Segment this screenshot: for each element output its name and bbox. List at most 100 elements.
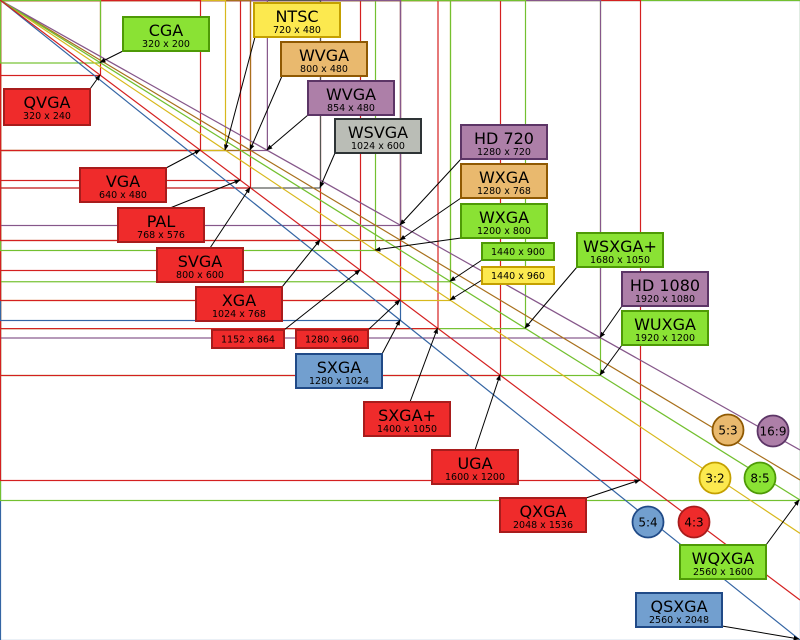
arrow [224,36,256,151]
badge-circle [631,505,665,539]
aspect-label: 16:9 [760,425,787,439]
label-box [363,401,451,437]
label-box [621,271,709,307]
resolution-name: WVGA [326,85,376,104]
arrow [599,344,623,376]
aspect-badge: 3:2 [698,461,732,495]
label-box [635,592,723,628]
aspect-diagonal [0,0,800,534]
label-arrows [89,36,800,640]
resolution-name: WUXGA [634,315,696,334]
arrow [165,149,201,169]
resolution-size: 320 x 200 [142,39,190,50]
arrow [367,299,401,331]
resolution-size: 640 x 480 [99,190,147,201]
label-box [679,544,767,580]
resolution-size: 1440 x 960 [491,271,545,282]
resolution-size: 1600 x 1200 [445,472,505,483]
arrow [283,269,361,331]
resolution-size: 1280 x 768 [477,186,531,197]
aspect-badge: 4:3 [677,505,711,539]
label-box [122,16,210,52]
resolution-label: WSXGA+1680 x 1050 [576,232,664,268]
label-box [295,353,383,389]
resolution-size: 1280 x 720 [477,147,531,158]
arrow [89,74,101,90]
resolution-name: VGA [106,172,140,191]
arrow [266,114,309,151]
resolution-size: 720 x 480 [273,25,321,36]
resolution-rect [0,0,102,64]
arrow [409,327,438,403]
badge-circle [711,413,745,447]
aspect-label: 4:3 [684,516,703,530]
resolution-size: 854 x 480 [327,103,375,114]
resolution-size: 1024 x 768 [212,309,266,320]
arrow [474,374,501,451]
resolution-size: 1920 x 1200 [635,333,695,344]
resolution-name: UGA [457,454,492,473]
resolution-name: QVGA [24,93,71,112]
label-box [295,329,369,349]
badge-circle [756,414,790,448]
resolution-label: SXGA+1400 x 1050 [363,401,451,437]
aspect-label: 5:3 [718,424,737,438]
resolution-size: 1680 x 1050 [590,255,650,266]
label-box [334,118,422,154]
arrow [169,179,241,209]
resolution-size: 1400 x 1050 [377,424,437,435]
arrow [449,259,483,282]
resolution-name: CGA [149,21,184,40]
aspect-badge: 5:3 [711,413,745,447]
arrow [209,186,251,249]
label-box [280,41,368,77]
aspect-ratio-badges: 5:3 16:9 3:2 8:5 5:4 4:3 [631,413,790,539]
label-box [481,266,555,285]
resolution-size: 2048 x 1536 [513,520,573,531]
resolution-name: WVGA [299,46,349,65]
resolution-name: WSXGA+ [583,237,657,256]
resolution-name: HD 720 [474,129,534,148]
resolution-name: QSXGA [650,597,707,616]
label-box [621,310,709,346]
arrow [399,197,462,241]
aspect-badge: 5:4 [631,505,665,539]
arrow [585,479,641,499]
arrow [249,75,283,151]
arrow [374,237,462,252]
arrow [319,152,336,189]
resolution-name: WXGA [479,208,529,227]
label-box [460,163,548,199]
resolution-name: HD 1080 [630,276,700,295]
label-box [3,88,91,126]
resolution-name: SVGA [178,252,223,271]
resolution-name: SXGA+ [378,406,436,425]
resolution-label: 1440 x 960 [481,266,555,285]
label-box [117,207,205,243]
label-box [156,247,244,283]
resolution-size: 320 x 240 [23,111,71,122]
resolution-name: NTSC [275,7,318,26]
label-box [460,203,548,239]
arrow [524,266,578,329]
aspect-badge: 8:5 [743,461,777,495]
badge-circle [743,461,777,495]
resolution-size: 800 x 480 [300,64,348,75]
resolution-size: 1200 x 800 [477,226,531,237]
resolution-size: 1024 x 600 [351,141,405,152]
label-box [576,232,664,268]
arrow [765,499,800,546]
